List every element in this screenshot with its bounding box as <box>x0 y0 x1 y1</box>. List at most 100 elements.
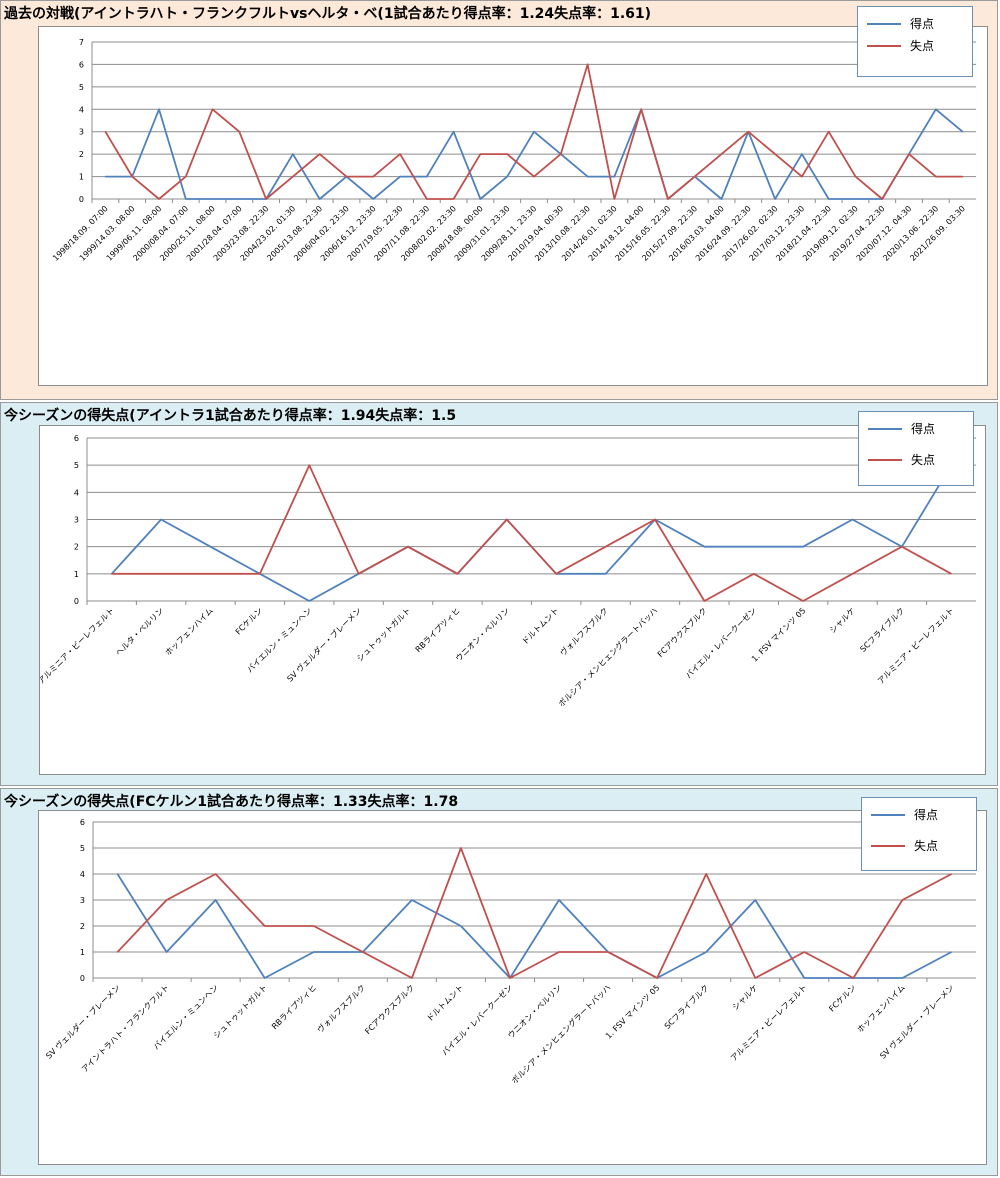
plot-area-3: 0 1 2 3 4 5 6 SV ヴェルダー・ブレーメン アイントラハト・フランクフルト バイエル… <box>38 810 987 1165</box>
y-tick-label: 4 <box>80 870 85 879</box>
data-point-conceded <box>656 977 658 979</box>
x-tick-label: SCフライブルク <box>858 605 907 654</box>
data-point-conceded <box>753 573 755 575</box>
data-point-goals <box>160 518 162 521</box>
data-point-goals <box>399 175 401 178</box>
data-point-conceded <box>533 175 535 178</box>
series-line-goals <box>111 464 953 602</box>
chart-panel-1: 過去の対戦(アイントラハト・フランクフルトvsヘルタ・ベ(1試合あたり得点率：1… <box>0 0 998 400</box>
legend-item-goals: 得点 <box>858 16 972 32</box>
legend-swatch-goals <box>867 23 901 25</box>
data-point-goals <box>851 518 854 521</box>
data-point-goals <box>613 175 615 178</box>
y-tick-label: 2 <box>74 543 79 552</box>
data-point-conceded <box>259 573 261 575</box>
x-tick-label: FCアウクスブルク <box>363 982 417 1036</box>
legend-swatch-conceded <box>871 845 905 847</box>
data-point-goals <box>586 175 589 178</box>
x-tick-label: シャルケ <box>828 606 857 635</box>
data-point-conceded <box>901 546 903 548</box>
data-point-goals <box>753 546 755 548</box>
data-point-goals <box>962 131 964 133</box>
data-point-conceded <box>881 198 883 200</box>
data-point-conceded <box>456 573 459 575</box>
legend-item-conceded: 失点 <box>859 452 973 468</box>
data-point-goals <box>703 546 705 548</box>
data-point-goals <box>292 153 294 155</box>
data-point-goals <box>185 198 187 200</box>
series-line-conceded <box>111 464 952 602</box>
data-point-conceded <box>308 464 310 466</box>
plot-area-1: 0 1 2 3 4 5 6 7 1998/18.09. 07:00 1999/14.03. 08:… <box>38 26 988 386</box>
legend-swatch-conceded <box>868 459 902 461</box>
data-point-conceded <box>264 925 266 927</box>
y-tick-label: 7 <box>79 38 84 47</box>
chart-title-3: 今シーズンの得失点(FCケルン1試合あたり得点率：1.33失点率：1.78 <box>4 794 459 810</box>
data-point-conceded <box>211 108 214 110</box>
x-tick-label: ボルシア・メンヒェングラートバッハ <box>509 982 612 1085</box>
data-point-conceded <box>560 153 562 155</box>
chart-panel-2: 今シーズンの得失点(アイントラ1試合あたり得点率：1.94失点率：1.5 0 1 2… <box>0 402 998 786</box>
data-point-goals <box>558 899 560 901</box>
y-tick-label: 1 <box>80 948 85 957</box>
x-tick-label: FCケルン <box>234 606 264 636</box>
data-point-conceded <box>160 573 162 575</box>
data-point-conceded <box>802 600 804 602</box>
data-point-conceded <box>111 573 113 575</box>
x-tick-label: RBライプツィヒ <box>414 606 462 654</box>
legend-swatch-goals <box>868 428 902 430</box>
chart-title-2: 今シーズンの得失点(アイントラ1試合あたり得点率：1.94失点率：1.5 <box>4 408 457 424</box>
data-point-conceded <box>362 951 364 953</box>
data-point-conceded <box>935 175 937 178</box>
x-tick-label: 1. FSV マインツ 05 <box>604 983 662 1041</box>
data-point-conceded <box>720 153 723 155</box>
y-tick-label: 6 <box>80 818 85 827</box>
data-point-conceded <box>705 873 707 875</box>
data-point-goals <box>460 925 462 927</box>
data-point-conceded <box>747 131 749 133</box>
data-point-goals <box>774 198 776 200</box>
legend-item-goals: 得点 <box>859 421 973 437</box>
data-point-goals <box>604 573 607 575</box>
data-point-conceded <box>694 175 696 178</box>
data-point-goals <box>116 873 119 875</box>
legend-label-conceded: 失点 <box>911 453 936 467</box>
legend-swatch-goals <box>871 814 905 816</box>
data-point-goals <box>901 977 904 979</box>
data-point-conceded <box>453 198 455 200</box>
y-tick-label: 1 <box>79 173 84 182</box>
data-point-conceded <box>238 131 240 133</box>
data-point-conceded <box>555 573 557 575</box>
data-point-goals <box>828 198 830 200</box>
x-tick-label: ホッフェンハイム <box>163 606 214 657</box>
data-point-goals <box>238 198 240 200</box>
data-point-conceded <box>209 573 212 575</box>
data-point-conceded <box>265 198 267 200</box>
x-tick-label: シャルケ <box>731 983 760 1012</box>
chart-panel-3: 今シーズンの得失点(FCケルン1試合あたり得点率：1.33失点率：1.78 0 1… <box>0 788 998 1176</box>
data-point-goals <box>506 175 508 178</box>
y-tick-label: 3 <box>74 516 79 525</box>
data-point-conceded <box>158 198 160 200</box>
y-tick-label: 1 <box>74 570 79 579</box>
data-point-conceded <box>185 175 187 178</box>
data-point-conceded <box>667 198 669 200</box>
legend-label-conceded: 失点 <box>910 39 935 53</box>
legend-label-goals: 得点 <box>914 808 939 822</box>
data-point-conceded <box>104 131 106 133</box>
y-tick-label: 4 <box>79 105 84 114</box>
data-point-conceded <box>319 153 321 155</box>
data-point-conceded <box>852 977 854 979</box>
series-line-conceded <box>116 847 952 979</box>
data-point-goals <box>453 131 455 133</box>
data-point-goals <box>215 899 217 901</box>
data-point-conceded <box>640 108 642 110</box>
y-tick-label: 4 <box>74 488 79 497</box>
data-point-goals <box>801 153 803 155</box>
y-tick-label: 2 <box>80 922 85 931</box>
legend-item-conceded: 失点 <box>862 838 976 854</box>
legend-item-goals: 得点 <box>862 807 976 823</box>
